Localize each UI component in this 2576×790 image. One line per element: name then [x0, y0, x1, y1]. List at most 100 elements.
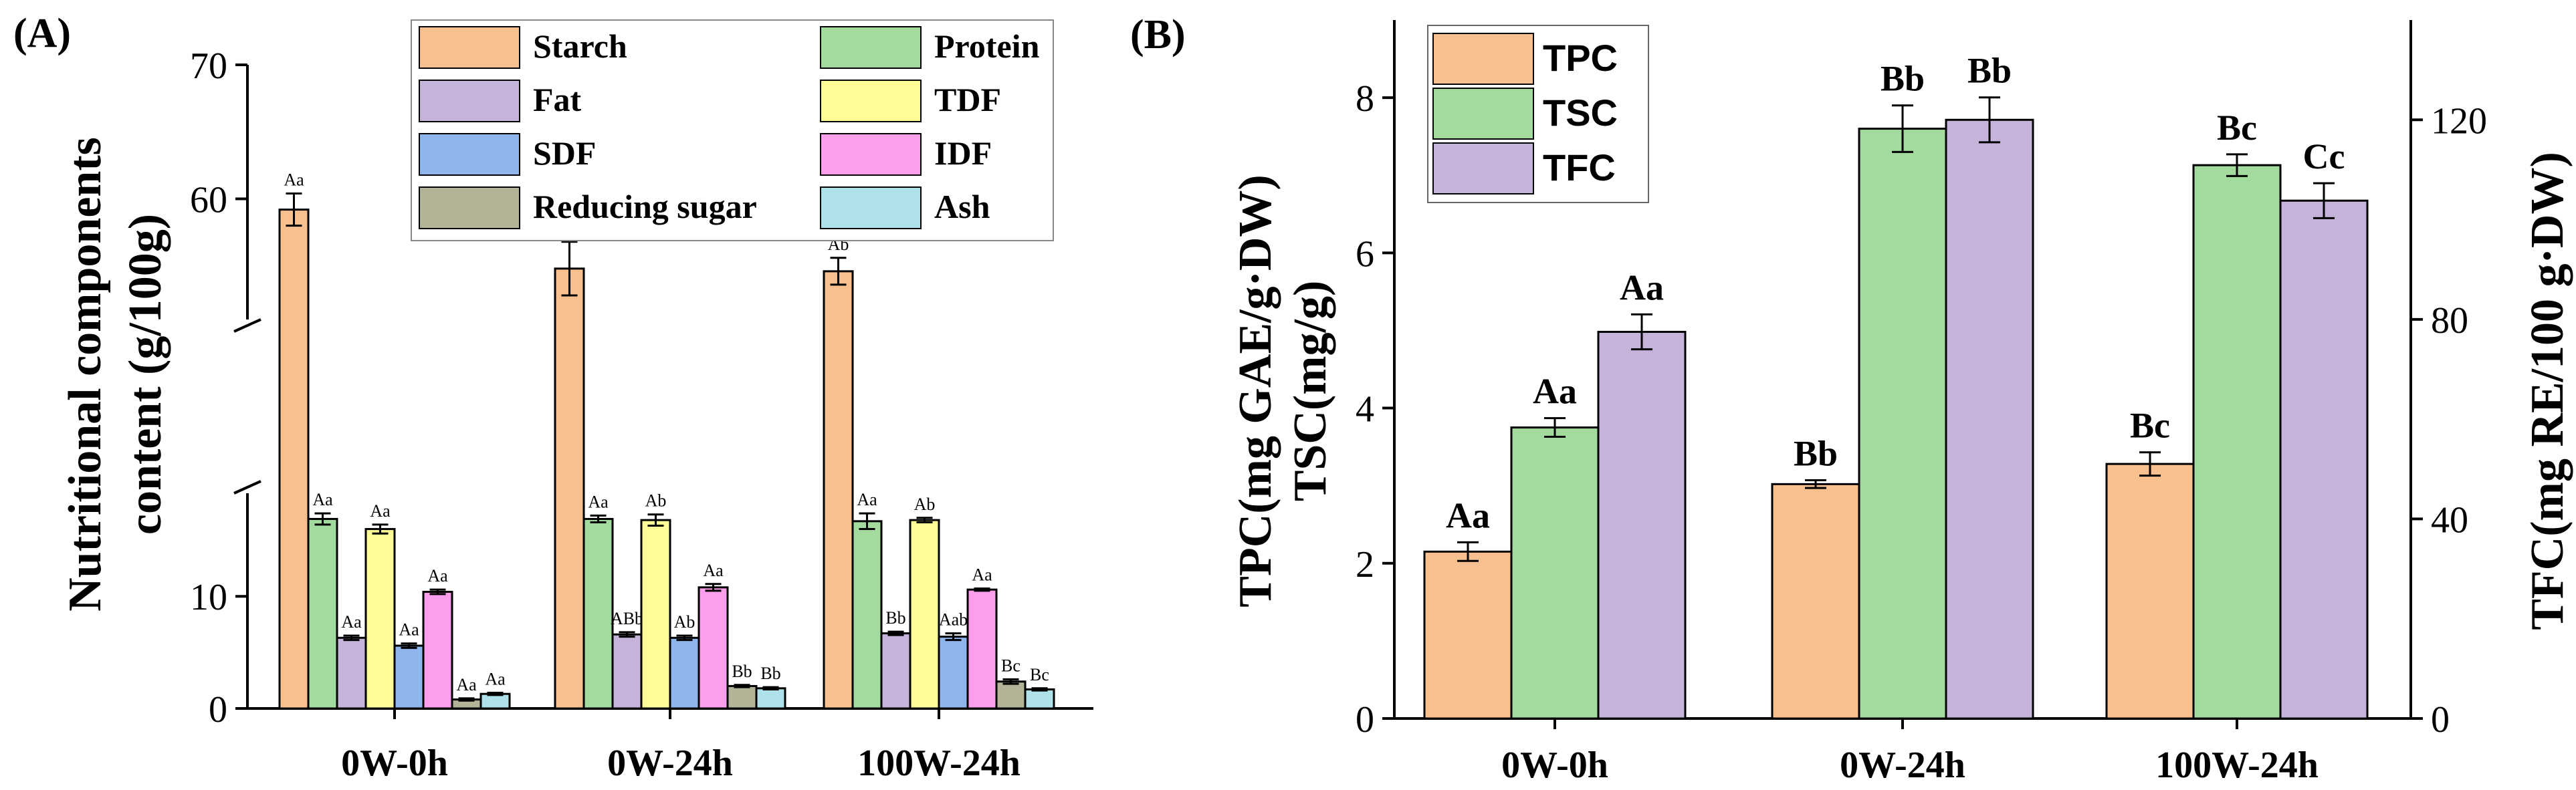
panel-a: (A) Nutritional components content (g/10…	[13, 11, 1093, 784]
panel-b-bars: Aa Aa Aa Bb Bb Bb Bc Bc Cc	[1423, 51, 2369, 720]
panel-a-y-tick-label: 10	[190, 577, 227, 618]
panel-a-axes: 0 10 60 70 0W-0h 0W-24h 100W-24h	[190, 45, 1093, 784]
panel-a-legend-swatch	[419, 133, 520, 176]
panel-a-bar	[1024, 688, 1055, 710]
panel-a-bar	[669, 636, 700, 710]
panel-b-x-tick-label: 100W-24h	[2155, 745, 2319, 786]
panel-a-bar	[726, 684, 758, 710]
panel-b-data-label: Aa	[1533, 372, 1577, 412]
panel-a-data-label: Aa	[485, 670, 506, 689]
panel-a-bar	[336, 636, 367, 710]
panel-a-legend-label: Reducing sugar	[533, 188, 757, 225]
panel-a-bar	[823, 270, 854, 710]
panel-a-data-label: Bc	[1030, 665, 1049, 684]
panel-b-data-label: Aa	[1620, 267, 1664, 307]
panel-a-bar	[755, 687, 786, 710]
panel-a-data-label: Aa	[284, 170, 304, 190]
panel-a-bar	[697, 586, 729, 710]
panel-a-legend-swatch	[419, 26, 520, 69]
panel-a-bar	[938, 636, 969, 710]
panel-a-y-tick-label: 0	[209, 689, 227, 731]
panel-a-data-label: Aa	[312, 490, 333, 509]
panel-a-bar	[640, 519, 671, 710]
panel-b: (B) TPC(mg GAE/g·DW) TSC(mg/g) TFC(mg RE…	[1130, 12, 2573, 786]
panel-a-data-label: Bb	[760, 664, 780, 683]
panel-a-axis-break	[233, 318, 261, 333]
panel-b-left-y-tick-label: 2	[1356, 544, 1374, 585]
panel-b-data-label: Bc	[2217, 108, 2257, 148]
panel-a-y-tick-label: 60	[190, 180, 227, 221]
panel-a-legend-swatch	[820, 26, 922, 69]
panel-a-x-tick-label: 0W-0h	[341, 743, 448, 784]
panel-a-bar	[909, 519, 940, 710]
panel-b-label: (B)	[1130, 12, 1186, 57]
panel-a-data-label: Ab	[914, 495, 936, 514]
panel-b-right-y-tick-label: 0	[2431, 699, 2450, 741]
panel-a-data-label: Ab	[645, 491, 667, 511]
panel-a-data-label: Aa	[588, 492, 609, 511]
panel-a-bar	[364, 528, 396, 710]
panel-a-y-tick-label: 70	[190, 45, 227, 87]
panel-b-bar	[1510, 426, 1600, 720]
panel-a-bar	[880, 632, 911, 710]
panel-a-bar	[611, 633, 643, 710]
panel-b-legend-swatch	[1432, 88, 1534, 140]
panel-b-bar	[2105, 463, 2195, 720]
panel-b-ylabel-right: TFC(mg RE/100 g·DW)	[2522, 152, 2573, 630]
panel-b-left-y-tick-label: 0	[1356, 699, 1374, 741]
panel-b-left-y-tick-label: 8	[1356, 78, 1374, 120]
panel-a-legend-swatch	[820, 186, 922, 229]
panel-a-data-label: Aa	[399, 620, 419, 640]
panel-a-data-label: Aab	[939, 610, 968, 630]
panel-a-legend-label: TDF	[934, 81, 1001, 118]
panel-a-x-tick-label: 100W-24h	[857, 743, 1021, 784]
panel-a-bar	[278, 209, 310, 710]
panel-a-data-label: Aa	[857, 490, 877, 509]
panel-a-legend-label: Starch	[533, 27, 627, 65]
panel-a-legend-swatch	[419, 186, 520, 229]
panel-b-data-label: Aa	[1446, 495, 1490, 535]
panel-b-data-label: Bc	[2130, 406, 2170, 446]
panel-a-bar	[966, 588, 998, 710]
panel-a-data-label: Aa	[703, 561, 724, 580]
panel-b-x-tick-label: 0W-0h	[1501, 745, 1608, 786]
panel-b-legend-swatch	[1432, 33, 1534, 85]
panel-b-data-label: Bb	[1967, 51, 2012, 91]
panel-b-legend-label: TSC	[1543, 92, 1618, 134]
panel-a-data-label: Aa	[456, 675, 477, 694]
panel-a-bar	[422, 591, 453, 710]
panel-a-ylabel-line1: Nutritional components	[60, 137, 111, 612]
panel-b-ylabel-left-line2: TSC(mg/g)	[1285, 281, 1336, 502]
panel-a-label: (A)	[13, 11, 71, 56]
panel-a-legend: Starch Protein Fat TDF SDF IDF Reducing sugar A…	[411, 19, 1054, 241]
panel-a-legend-label: SDF	[533, 134, 596, 172]
panel-a-axis-break	[233, 480, 261, 495]
panel-b-left-y-tick-label: 6	[1356, 233, 1374, 275]
panel-b-bar	[1423, 550, 1513, 720]
panel-b-ylabel-left-line1: TPC(mg GAE/g·DW)	[1230, 174, 1281, 607]
panel-a-legend-label: Protein	[934, 27, 1040, 65]
panel-a-bar	[554, 267, 585, 710]
panel-a-data-label: Bb	[732, 662, 752, 681]
panel-b-x-tick-label: 0W-24h	[1840, 745, 1965, 786]
panel-b-legend-label: TFC	[1543, 146, 1616, 188]
panel-a-legend-swatch	[820, 80, 922, 122]
panel-b-legend-swatch	[1432, 142, 1534, 194]
panel-b-bar	[2192, 164, 2282, 720]
panel-b-data-label: Cc	[2303, 136, 2345, 176]
panel-a-data-label: Bc	[1001, 656, 1021, 675]
panel-a-legend-label: Fat	[533, 81, 582, 118]
panel-a-bar	[307, 517, 338, 710]
panel-a-ylabel-line2: content (g/100g)	[120, 214, 171, 535]
panel-b-legend: TPC TSC TFC	[1427, 25, 1649, 203]
panel-b-bar	[1858, 128, 1947, 720]
panel-b-right-y-tick-label: 80	[2431, 300, 2468, 342]
panel-a-legend-swatch	[419, 80, 520, 122]
panel-a-data-label: Aa	[370, 501, 391, 521]
panel-b-data-label: Bb	[1881, 59, 1925, 99]
panel-b-bar	[1771, 483, 1860, 720]
panel-a-data-label: Bb	[885, 608, 905, 628]
panel-a-data-label: Aa	[972, 565, 992, 584]
panel-a-legend-label: Ash	[934, 188, 990, 225]
